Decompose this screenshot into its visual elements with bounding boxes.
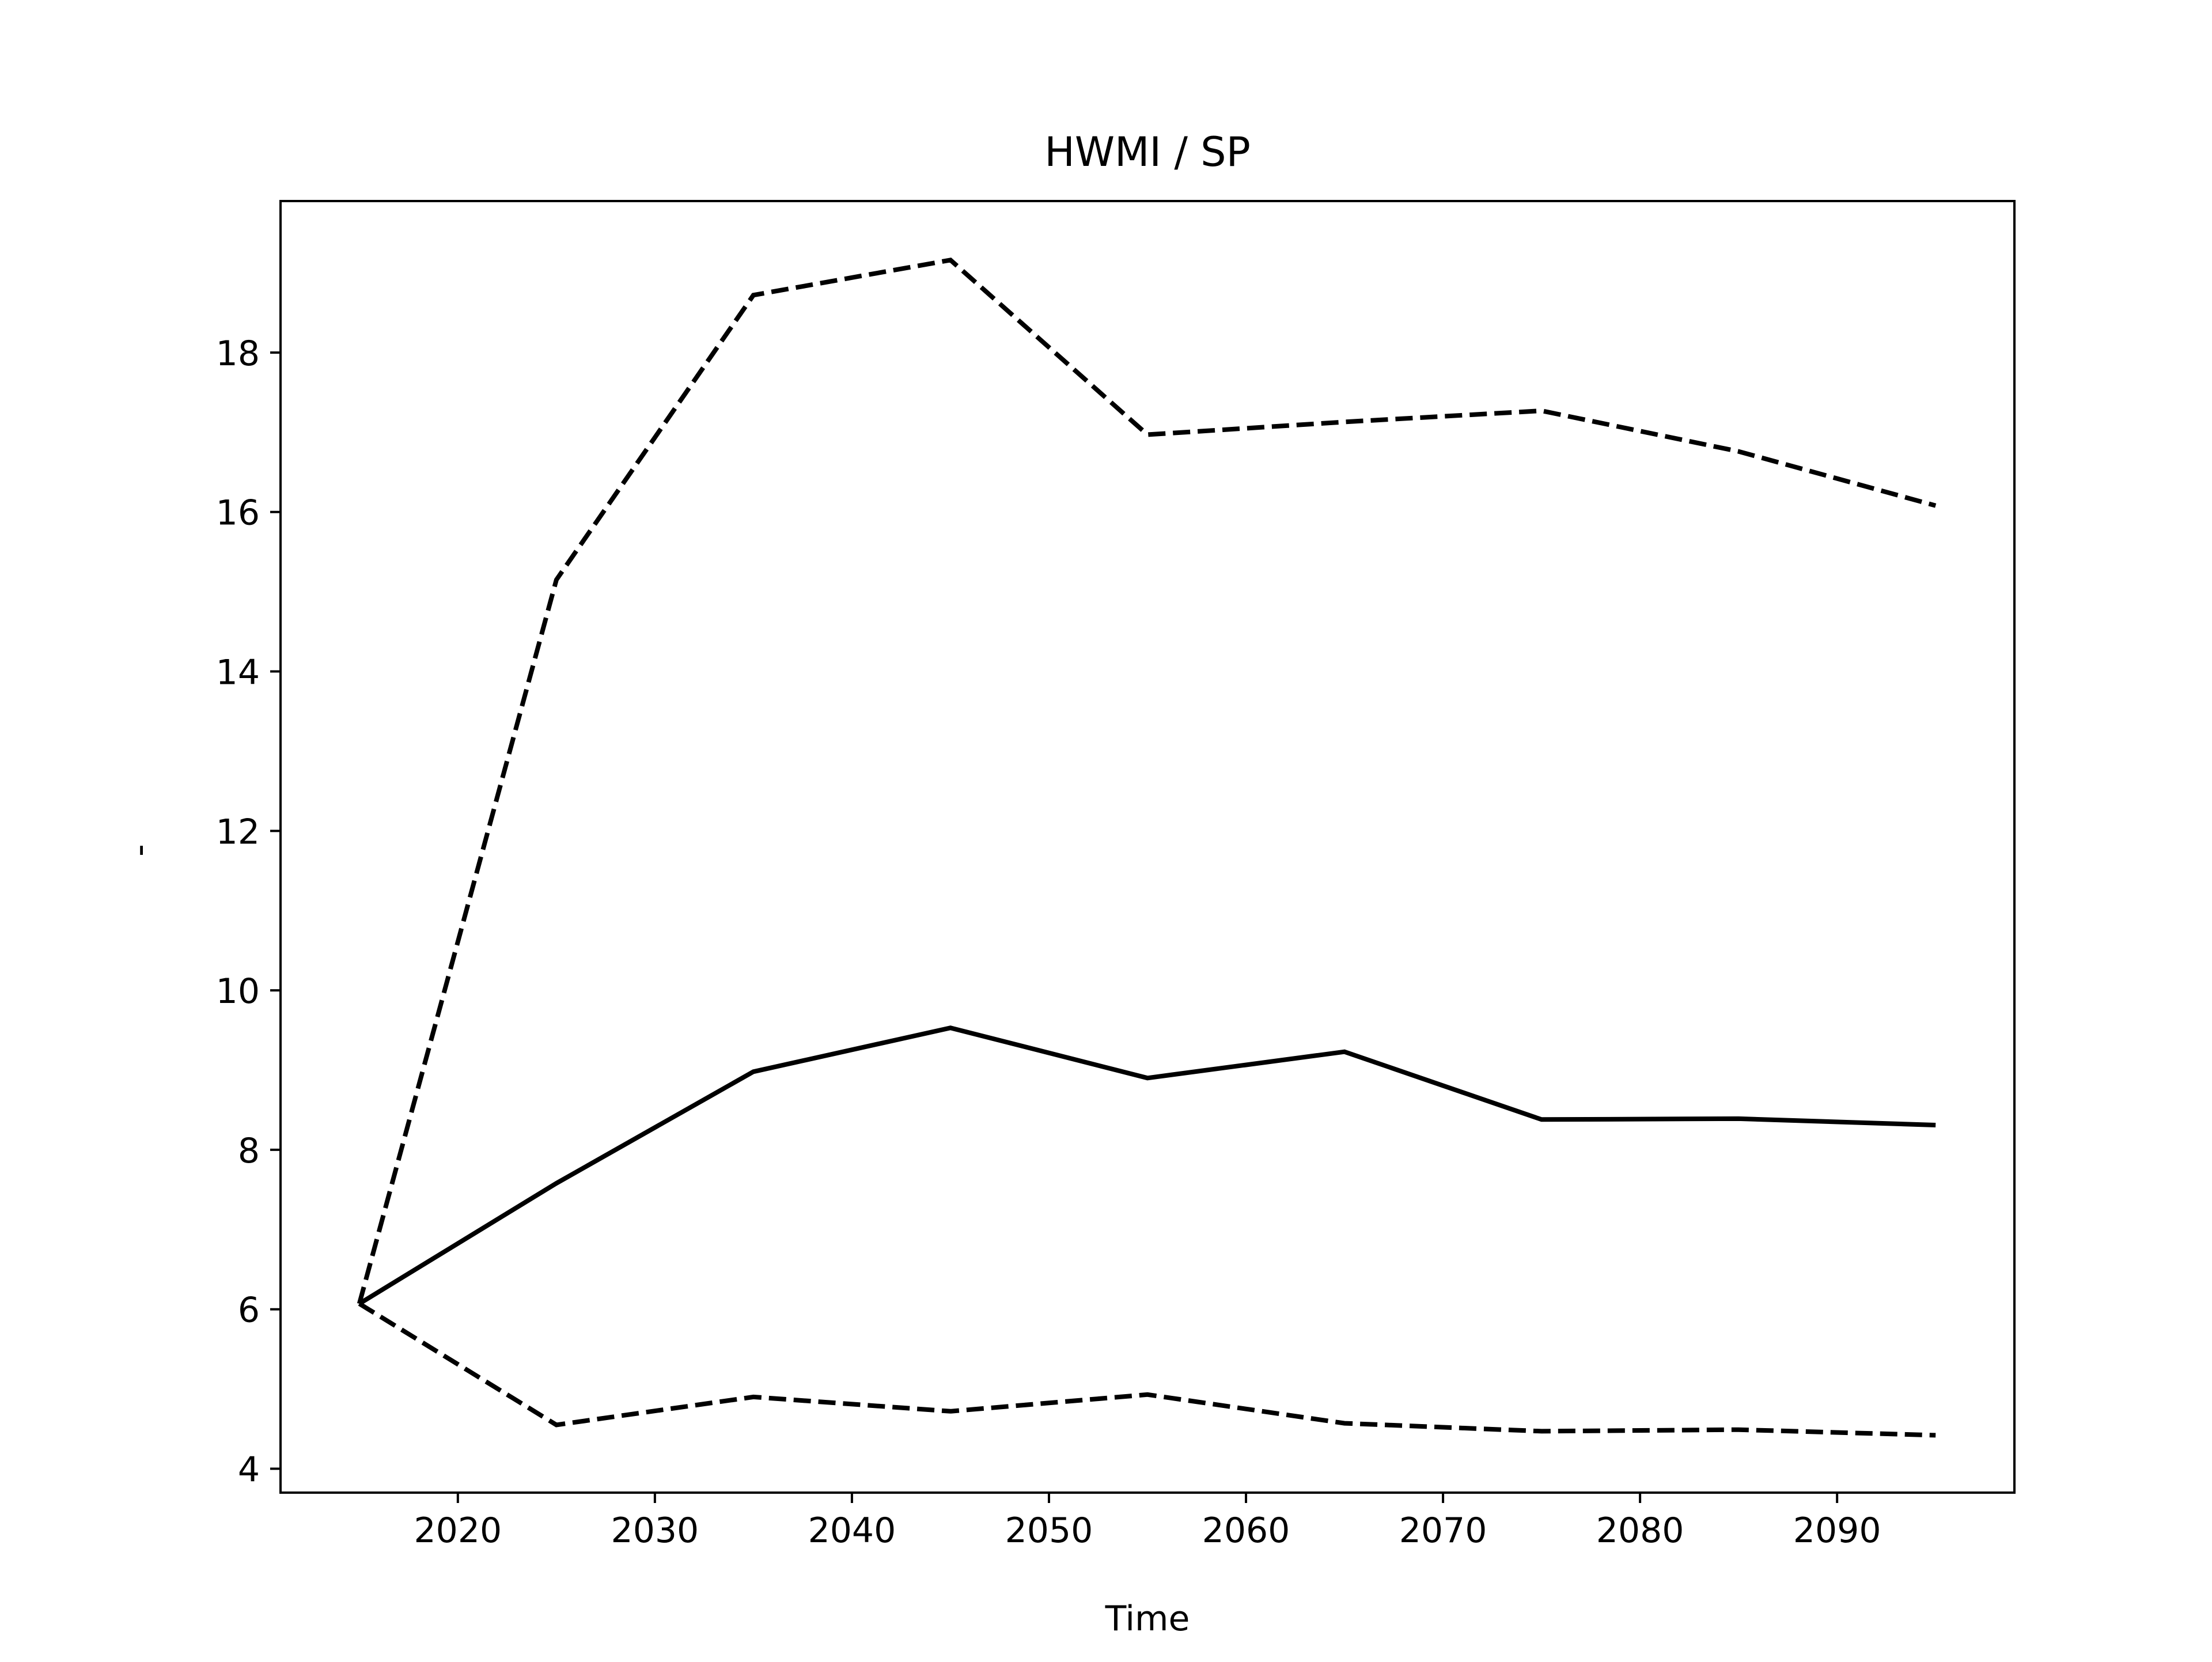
y-axis-ticks: 4 6 8 10 12 14 16 18 (216, 334, 281, 1490)
x-tick-label: 2030 (611, 1510, 699, 1551)
x-tick-label: 2060 (1202, 1510, 1290, 1551)
x-tick-label: 2070 (1399, 1510, 1487, 1551)
series-layer (357, 258, 1937, 1438)
y-tick-label: 18 (216, 334, 260, 374)
series-line-2 (358, 1301, 1936, 1438)
y-tick-label: 16 (216, 493, 260, 533)
x-tick-label: 2090 (1793, 1510, 1881, 1551)
y-tick-label: 10 (216, 971, 260, 1012)
y-axis-label-group: - (119, 844, 160, 857)
series-line-1 (357, 258, 1937, 1305)
chart-title: HWMI / SP (1044, 128, 1251, 176)
x-tick-label: 2020 (414, 1510, 502, 1551)
y-axis-label: - (119, 844, 160, 857)
x-axis-ticks: 2020 2030 2040 2050 2060 2070 2080 2090 (414, 1493, 1881, 1551)
y-tick-label: 8 (238, 1131, 260, 1171)
series-line-0 (358, 1025, 1936, 1306)
x-tick-label: 2040 (808, 1510, 896, 1551)
x-tick-label: 2080 (1596, 1510, 1684, 1551)
plot-area-frame (279, 200, 2016, 1494)
y-tick-label: 4 (238, 1449, 260, 1490)
y-tick-label: 12 (216, 812, 260, 852)
x-axis-label: Time (1105, 1599, 1190, 1639)
x-tick-label: 2050 (1005, 1510, 1093, 1551)
y-tick-label: 14 (216, 653, 260, 693)
y-tick-label: 6 (238, 1290, 260, 1331)
